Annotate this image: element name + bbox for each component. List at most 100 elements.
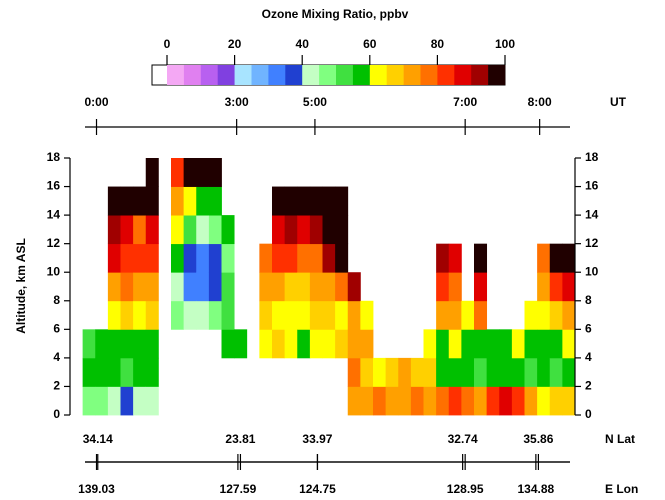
heatmap-cell <box>550 244 563 273</box>
lon_axis-tick-label: 124.75 <box>299 482 336 496</box>
heatmap-cell <box>537 329 550 358</box>
heatmap-cell <box>550 301 563 330</box>
heatmap-cell <box>335 272 348 301</box>
heatmap-cell <box>209 272 222 301</box>
colorbar-swatch <box>404 65 421 85</box>
heatmap-cell <box>222 215 235 244</box>
heatmap-cell <box>436 272 449 301</box>
heatmap-cell <box>474 358 487 387</box>
colorbar-swatch <box>319 65 336 85</box>
heatmap-cell <box>424 386 437 415</box>
colorbar-tick-label: 100 <box>495 37 515 51</box>
heatmap-cell <box>323 301 336 330</box>
y-tick-label: 16 <box>47 179 61 193</box>
heatmap-cell <box>184 187 197 216</box>
colorbar-tick-label: 80 <box>431 37 445 51</box>
heatmap-cell <box>146 272 159 301</box>
heatmap-cell <box>83 358 96 387</box>
heatmap-cell <box>310 301 323 330</box>
heatmap-cell <box>171 158 184 187</box>
heatmap-cell <box>335 329 348 358</box>
heatmap-cell <box>323 244 336 273</box>
heatmap-cell <box>436 386 449 415</box>
heatmap-cell <box>259 301 272 330</box>
heatmap-cell <box>209 301 222 330</box>
heatmap-cell <box>436 329 449 358</box>
heatmap-cell <box>196 158 209 187</box>
heatmap-cell <box>121 215 134 244</box>
heatmap-cell <box>272 329 285 358</box>
heatmap-cell <box>184 272 197 301</box>
heatmap-cell <box>234 329 247 358</box>
heatmap-cell <box>512 386 525 415</box>
top_axis-tick-label: 8:00 <box>528 95 552 109</box>
heatmap-cell <box>171 215 184 244</box>
y-tick-label-right: 2 <box>585 379 592 393</box>
colorbar-swatch <box>235 65 252 85</box>
lat-axis-label: N Lat <box>605 432 635 446</box>
lon_axis-tick-label: 128.95 <box>447 482 484 496</box>
colorbar-swatch <box>201 65 218 85</box>
heatmap-cell <box>108 272 121 301</box>
lon-axis-label: E Lon <box>605 482 638 496</box>
heatmap-cell <box>184 158 197 187</box>
heatmap-cell <box>499 358 512 387</box>
heatmap-cell <box>398 358 411 387</box>
y-tick-label-right: 6 <box>585 322 592 336</box>
colorbar-swatch <box>437 65 454 85</box>
heatmap-cell <box>133 272 146 301</box>
heatmap-cell <box>562 301 575 330</box>
heatmap-cell <box>537 244 550 273</box>
heatmap-cell <box>360 301 373 330</box>
heatmap-cell <box>121 244 134 273</box>
heatmap-cell <box>525 329 538 358</box>
heatmap-cell <box>411 386 424 415</box>
heatmap-cell <box>461 329 474 358</box>
heatmap-cell <box>512 329 525 358</box>
y-tick-label-right: 10 <box>585 264 599 278</box>
lat_axis-tick-label: 34.14 <box>83 432 113 446</box>
heatmap-cell <box>297 187 310 216</box>
heatmap-cell <box>133 187 146 216</box>
heatmap-cell <box>196 272 209 301</box>
heatmap-cell <box>285 215 298 244</box>
heatmap-cell <box>272 215 285 244</box>
heatmap-cell <box>525 386 538 415</box>
heatmap-cell <box>474 272 487 301</box>
colorbar-swatch <box>336 65 353 85</box>
y-tick-label: 18 <box>47 150 61 164</box>
y-tick-label-right: 4 <box>585 350 592 364</box>
heatmap-cell <box>209 215 222 244</box>
heatmap-cell <box>146 158 159 187</box>
y-tick-label-right: 14 <box>585 207 599 221</box>
heatmap-cell <box>209 244 222 273</box>
heatmap-cell <box>449 272 462 301</box>
heatmap-cell <box>335 215 348 244</box>
heatmap-cell <box>373 386 386 415</box>
top_axis-tick-label: 0:00 <box>84 95 108 109</box>
heatmap-cell <box>297 301 310 330</box>
heatmap-cell <box>499 386 512 415</box>
heatmap-cell <box>272 187 285 216</box>
y-tick-label-right: 16 <box>585 179 599 193</box>
colorbar-title: Ozone Mixing Ratio, ppbv <box>262 7 409 21</box>
lat_axis-tick-label: 32.74 <box>448 432 478 446</box>
heatmap-cell <box>525 301 538 330</box>
heatmap-cell <box>108 301 121 330</box>
top-axis-label: UT <box>610 95 627 109</box>
heatmap-cell <box>285 272 298 301</box>
heatmap-cell <box>348 329 361 358</box>
heatmap-cell <box>310 244 323 273</box>
y-tick-label: 14 <box>47 207 61 221</box>
heatmap-cell <box>171 301 184 330</box>
y-tick-label: 10 <box>47 264 61 278</box>
heatmap-cell <box>272 244 285 273</box>
heatmap-cell <box>146 301 159 330</box>
heatmap-cell <box>550 358 563 387</box>
heatmap-cell <box>562 386 575 415</box>
heatmap-cell <box>348 358 361 387</box>
heatmap-cell <box>285 244 298 273</box>
heatmap-cell <box>487 386 500 415</box>
colorbar-swatch <box>167 65 184 85</box>
heatmap-cell <box>525 358 538 387</box>
